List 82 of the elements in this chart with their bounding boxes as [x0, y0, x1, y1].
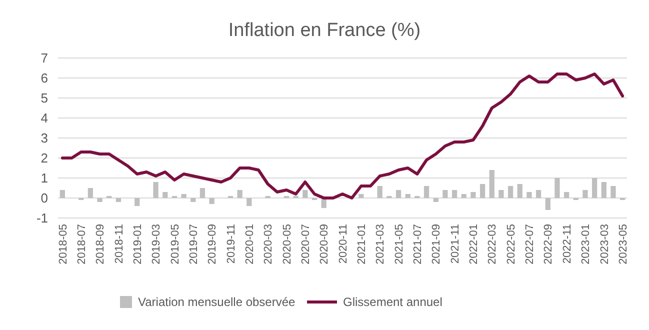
bar	[442, 190, 448, 198]
x-tick-label: 2023-01	[580, 224, 592, 264]
bar	[554, 178, 560, 198]
bar	[452, 190, 458, 198]
y-tick-label: 0	[40, 190, 48, 206]
x-tick-label: 2021-01	[356, 224, 368, 264]
y-tick-label: 6	[40, 70, 48, 86]
bar	[517, 184, 522, 198]
x-tick-label: 2020-07	[300, 224, 312, 264]
x-tick-label: 2020-11	[337, 224, 350, 264]
bar	[582, 190, 588, 198]
x-tick-label: 2022-05	[505, 224, 518, 264]
x-tick-label: 2021-09	[430, 224, 443, 264]
x-tick-label: 2018-05	[57, 224, 70, 264]
x-tick-label: 2022-11	[561, 224, 574, 264]
y-tick-label: -1	[36, 210, 48, 226]
x-tick-label: 2019-03	[150, 224, 163, 264]
legend-label: Glissement annuel	[343, 295, 442, 310]
bar	[592, 178, 598, 198]
x-tick-label: 2018-07	[76, 224, 88, 264]
y-tick-label: 7	[40, 50, 48, 66]
bar	[377, 186, 382, 198]
bar	[116, 198, 122, 202]
y-tick-label: 1	[40, 170, 48, 186]
bar	[302, 190, 308, 198]
x-tick-label: 2019-05	[169, 224, 182, 264]
bar	[181, 194, 186, 198]
x-tick-label: 2019-07	[188, 224, 200, 264]
bar	[424, 186, 430, 198]
bar	[134, 198, 140, 206]
bar	[564, 192, 570, 198]
legend-label: Variation mensuelle observée	[138, 295, 296, 310]
bar	[200, 188, 206, 198]
bar	[526, 192, 532, 198]
y-tick-label: 4	[40, 110, 48, 126]
bar	[498, 190, 504, 198]
x-tick-label: 2021-07	[412, 224, 424, 264]
x-tick-label: 2023-03	[598, 224, 611, 264]
y-tick-label: 2	[40, 150, 48, 166]
x-tick-label: 2019-01	[132, 224, 144, 264]
line-series	[60, 72, 624, 200]
bar	[545, 198, 550, 210]
bar	[536, 190, 542, 198]
bar	[162, 192, 168, 198]
x-tick-label: 2018-09	[94, 224, 107, 264]
x-tick-label: 2022-07	[524, 224, 536, 264]
bar	[358, 194, 364, 198]
bar	[60, 190, 65, 198]
x-tick-label: 2020-03	[262, 224, 275, 264]
y-tick-label: 5	[40, 90, 48, 106]
bar	[97, 198, 102, 202]
bar	[396, 190, 402, 198]
bar	[246, 198, 252, 206]
x-tick-label: 2020-01	[244, 224, 256, 264]
bar	[480, 184, 486, 198]
bar	[405, 194, 410, 198]
bar	[88, 188, 94, 198]
bar	[190, 198, 196, 202]
bar	[489, 170, 494, 198]
x-tick-label: 2023-05	[617, 224, 630, 264]
y-tick-label: 3	[40, 130, 48, 146]
bar	[508, 186, 514, 198]
x-tick-label: 2022-01	[468, 224, 480, 264]
x-tick-label: 2019-09	[206, 224, 219, 264]
bar	[153, 182, 158, 198]
bar	[433, 198, 438, 202]
bar	[470, 192, 476, 198]
bar	[610, 186, 616, 198]
x-tick-label: 2021-05	[393, 224, 406, 264]
x-tick-label: 2021-03	[374, 224, 387, 264]
x-tick-label: 2019-11	[225, 224, 238, 264]
bar	[237, 190, 242, 198]
bar	[601, 182, 606, 198]
chart-title: Inflation en France (%)	[228, 20, 421, 41]
x-tick-label: 2020-05	[281, 224, 294, 264]
x-tick-label: 2022-03	[486, 224, 499, 264]
x-tick-label: 2018-11	[113, 224, 126, 264]
bar	[461, 194, 466, 198]
x-tick-label: 2021-11	[449, 224, 462, 264]
x-tick-label: 2022-09	[542, 224, 555, 264]
bar	[209, 198, 214, 204]
x-tick-label: 2020-09	[318, 224, 331, 264]
